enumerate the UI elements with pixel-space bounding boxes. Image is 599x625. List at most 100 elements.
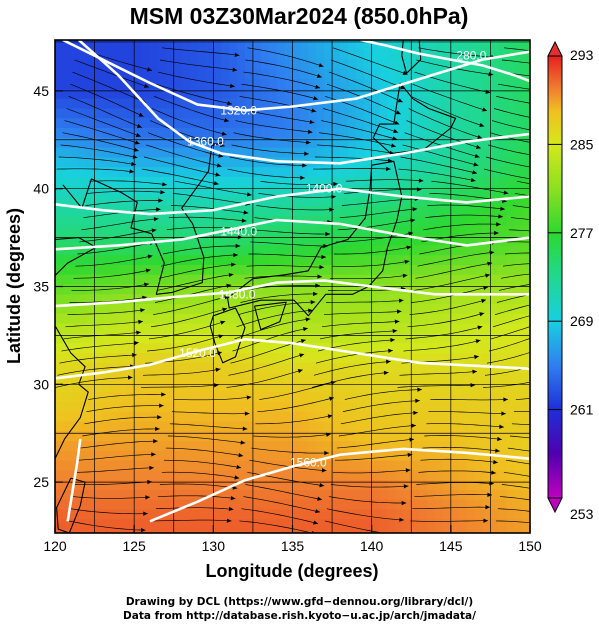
temperature-cell [355,382,365,393]
temperature-cell [371,509,381,520]
temperature-cell [86,333,96,344]
temperature-cell [387,392,397,403]
temperature-cell [165,431,175,442]
temperature-cell [78,343,88,354]
temperature-cell [55,108,64,119]
temperature-cell [110,529,119,533]
temperature-cell [458,353,468,364]
temperature-cell [308,284,317,295]
temperature-cell [403,79,412,90]
temperature-cell [62,431,72,442]
temperature-cell [458,264,468,276]
temperature-cell [142,411,151,423]
streamline-arrowhead [580,455,585,459]
temperature-cell [110,128,119,139]
temperature-cell [70,186,80,198]
temperature-cell [482,225,492,237]
temperature-cell [252,49,262,61]
temperature-cell [292,69,302,80]
temperature-cell [78,167,88,178]
temperature-cell [387,411,397,423]
temperature-cell [189,421,199,432]
contour-line [55,338,530,380]
temperature-cell [300,235,309,247]
temperature-cell [86,372,96,383]
temperature-cell [427,186,436,198]
temperature-cell [276,128,286,139]
streamline [171,411,250,415]
streamline [74,481,152,486]
temperature-cell [197,470,207,481]
streamline [508,229,530,232]
temperature-cell [482,88,492,100]
temperature-cell [165,382,175,393]
temperature-cell [165,167,175,178]
streamline-arrowhead [219,142,225,148]
temperature-cell [411,382,420,393]
temperature-cell [340,216,349,227]
temperature-cell [411,372,420,383]
temperature-cell [237,186,246,198]
temperature-cell [355,196,365,207]
streamline [431,180,509,194]
temperature-cell [308,88,317,100]
temperature-cell [284,88,294,100]
temperature-cell [229,108,238,119]
temperature-cell [260,284,270,295]
streamline [81,218,159,231]
temperature-cell [332,499,341,511]
temperature-cell [442,362,452,374]
temperature-cell [110,353,119,364]
streamline [245,484,323,500]
temperature-cell [316,49,325,61]
temperature-cell [347,284,357,295]
temperature-cell [316,206,325,217]
streamline-arrowhead [578,252,583,256]
temperature-cell [245,450,254,462]
temperature-cell [142,304,151,315]
temperature-cell [197,519,207,530]
temperature-cell [118,382,127,393]
temperature-cell [466,245,476,256]
temperature-cell [213,88,222,100]
temperature-cell [458,519,468,530]
streamline [506,241,530,243]
temperature-cell [102,255,112,266]
temperature-cell [268,401,278,413]
temperature-cell [118,255,127,266]
temperature-cell [355,118,365,129]
temperature-cell [55,353,64,364]
temperature-cell [332,470,341,481]
temperature-cell [403,509,412,520]
temperature-cell [300,108,309,119]
temperature-cell [332,88,341,100]
temperature-cell [316,69,325,80]
streamline [340,412,418,425]
temperature-cell [284,186,294,198]
temperature-cell [450,40,460,51]
temperature-cell [379,480,389,491]
temperature-cell [450,441,460,452]
temperature-cell [213,470,222,481]
streamline [226,369,303,388]
streamline-arrowhead [329,396,335,401]
temperature-cell [316,372,325,383]
streamline [77,241,155,255]
temperature-cell [284,264,294,276]
temperature-cell [260,519,270,530]
temperature-cell [450,294,460,305]
temperature-cell [102,167,112,178]
streamline-arrowhead [311,108,317,113]
temperature-cell [347,421,357,432]
temperature-cell [292,79,302,90]
temperature-cell [355,88,365,100]
streamline-arrowhead [132,154,138,159]
temperature-cell [498,206,507,217]
streamline-arrowhead [131,161,136,167]
temperature-cell [506,323,515,335]
temperature-cell [134,372,143,383]
temperature-cell [118,274,127,286]
temperature-cell [110,372,119,383]
temperature-cell [324,49,333,61]
streamline [321,120,398,140]
